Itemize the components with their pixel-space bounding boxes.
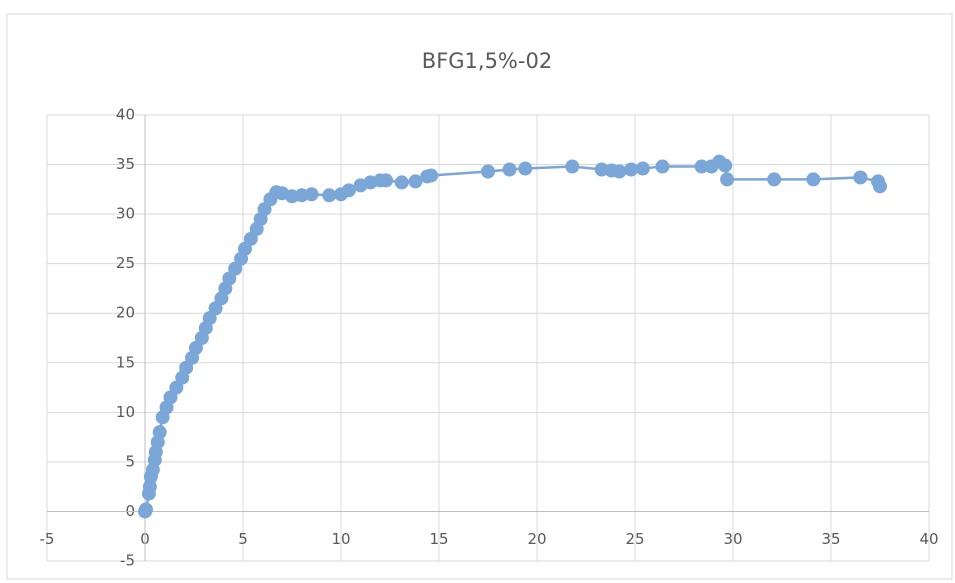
point xyxy=(138,502,153,517)
point xyxy=(655,159,670,174)
x-tick-label: 40 xyxy=(919,530,938,548)
point xyxy=(518,161,533,176)
point xyxy=(379,173,394,188)
x-tick-label: 35 xyxy=(821,530,840,548)
point xyxy=(322,188,337,203)
point xyxy=(502,162,517,177)
chart-frame xyxy=(6,13,953,580)
y-tick-label: 40 xyxy=(116,106,135,124)
point xyxy=(853,170,868,185)
y-tick-label: 30 xyxy=(116,205,135,223)
y-tick-label: 35 xyxy=(116,155,135,173)
x-tick-label: 10 xyxy=(331,530,350,548)
point xyxy=(694,159,709,174)
point xyxy=(624,162,639,177)
point xyxy=(612,164,627,179)
y-tick-label: 10 xyxy=(116,403,135,421)
x-tick-label: 15 xyxy=(429,530,448,548)
point xyxy=(806,172,821,187)
y-tick-label: -5 xyxy=(120,552,135,570)
x-tick-label: -5 xyxy=(40,530,55,548)
point xyxy=(635,161,650,176)
point xyxy=(424,168,439,183)
x-tick-label: 20 xyxy=(527,530,546,548)
x-tick-label: 5 xyxy=(238,530,248,548)
point xyxy=(767,172,782,187)
x-tick-label: 25 xyxy=(625,530,644,548)
point xyxy=(304,187,319,202)
point xyxy=(408,174,423,189)
y-tick-label: 25 xyxy=(116,254,135,272)
x-tick-label: 30 xyxy=(723,530,742,548)
point xyxy=(873,179,887,194)
point xyxy=(720,172,735,187)
point xyxy=(565,159,580,174)
point xyxy=(341,183,356,198)
chart-title: BFG1,5%-02 xyxy=(422,49,552,73)
y-tick-label: 5 xyxy=(125,452,135,470)
y-tick-label: 20 xyxy=(116,304,135,322)
point xyxy=(152,425,167,440)
point xyxy=(481,164,495,179)
point xyxy=(394,175,409,190)
point xyxy=(718,158,733,173)
y-tick-label: 15 xyxy=(116,353,135,371)
